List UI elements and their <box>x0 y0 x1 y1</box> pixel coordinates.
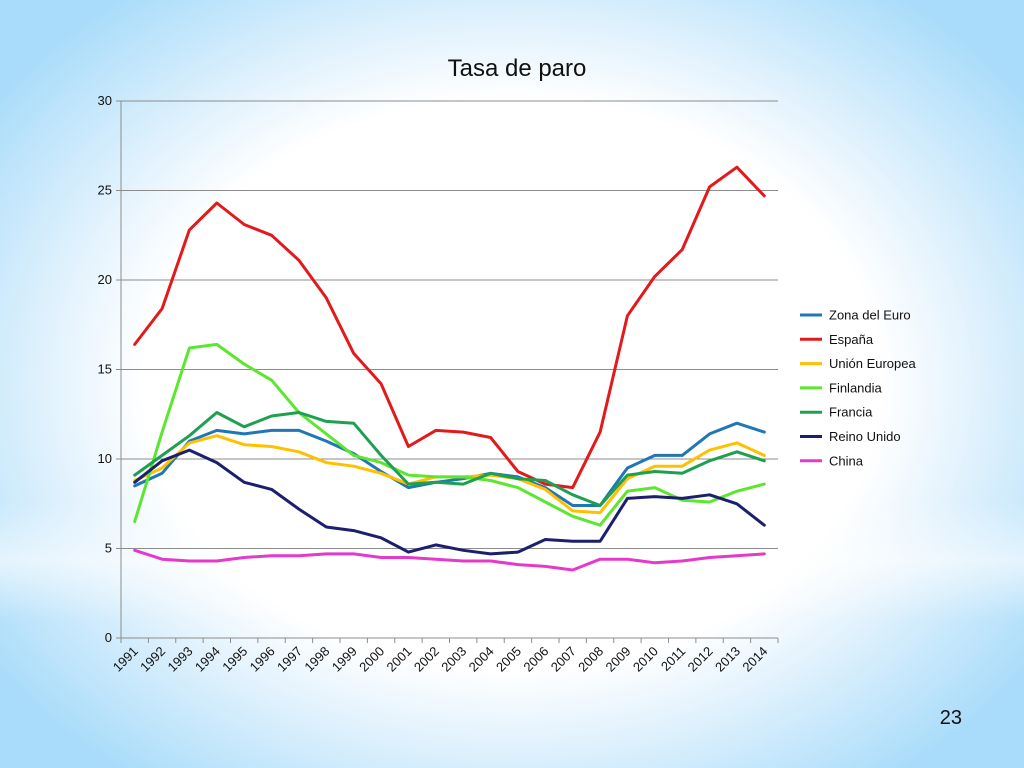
x-tick-label: 2004 <box>466 644 497 675</box>
x-tick-label: 1991 <box>110 644 141 675</box>
x-tick-label: 2006 <box>520 644 551 675</box>
series-layer <box>133 165 766 572</box>
x-tick-label: 1998 <box>301 644 332 675</box>
legend: Zona del Euro España Unión Europea Finlandi… <box>800 308 916 468</box>
x-tick-label: 2007 <box>548 644 579 675</box>
y-tick-label: 30 <box>98 93 112 108</box>
x-tick-label: 2012 <box>685 644 716 675</box>
y-tick-label: 10 <box>98 451 112 466</box>
series-line-finlandia <box>133 342 766 527</box>
legend-label-reino-unido: Reino Unido <box>829 429 901 444</box>
x-tick-label: 1996 <box>247 644 278 675</box>
x-tick-label: 1992 <box>137 644 168 675</box>
x-tick-label: 1999 <box>329 644 360 675</box>
series-line-zona-del-euro <box>133 421 766 507</box>
y-tick-label: 5 <box>105 541 112 556</box>
x-tick-label: 2003 <box>438 644 469 675</box>
page-number: 23 <box>939 707 962 729</box>
series-line-union-europea <box>133 434 766 515</box>
legend-label-union-europea: Unión Europea <box>829 356 916 371</box>
series-line-francia <box>133 411 766 507</box>
y-tick-label: 0 <box>105 630 112 645</box>
x-tick-label: 2005 <box>493 644 524 675</box>
legend-label-espana: España <box>829 332 874 347</box>
legend-label-china: China <box>829 453 864 468</box>
x-tick-label: 2002 <box>411 644 442 675</box>
x-tick-label: 2014 <box>739 644 770 675</box>
series-line-reino-unido <box>133 448 766 556</box>
series-line-china <box>133 548 766 572</box>
series-line-espana <box>133 165 766 490</box>
x-tick-label: 1997 <box>274 644 305 675</box>
x-tick-label: 2013 <box>712 644 743 675</box>
legend-label-francia: Francia <box>829 405 873 420</box>
chart-title: Tasa de paro <box>448 55 587 82</box>
y-tick-label: 25 <box>98 183 112 198</box>
legend-label-finlandia: Finlandia <box>829 380 883 395</box>
x-tick-label: 2001 <box>384 644 415 675</box>
legend-label-zona-del-euro: Zona del Euro <box>829 308 911 323</box>
x-tick-label: 2010 <box>630 644 661 675</box>
axis-layer: 0 5 10 15 20 25 30 1991199219931994199519961997… <box>98 93 779 675</box>
x-tick-label: 1995 <box>219 644 250 675</box>
x-tick-label: 2009 <box>603 644 634 675</box>
y-tick-label: 20 <box>98 272 112 287</box>
x-tick-label: 1994 <box>192 644 223 675</box>
x-tick-label: 2011 <box>658 644 688 674</box>
y-tick-label: 15 <box>98 362 112 377</box>
x-tick-label: 2000 <box>356 644 387 675</box>
x-tick-label: 1993 <box>165 644 196 675</box>
x-tick-label: 2008 <box>575 644 606 675</box>
grid-layer <box>121 100 778 639</box>
